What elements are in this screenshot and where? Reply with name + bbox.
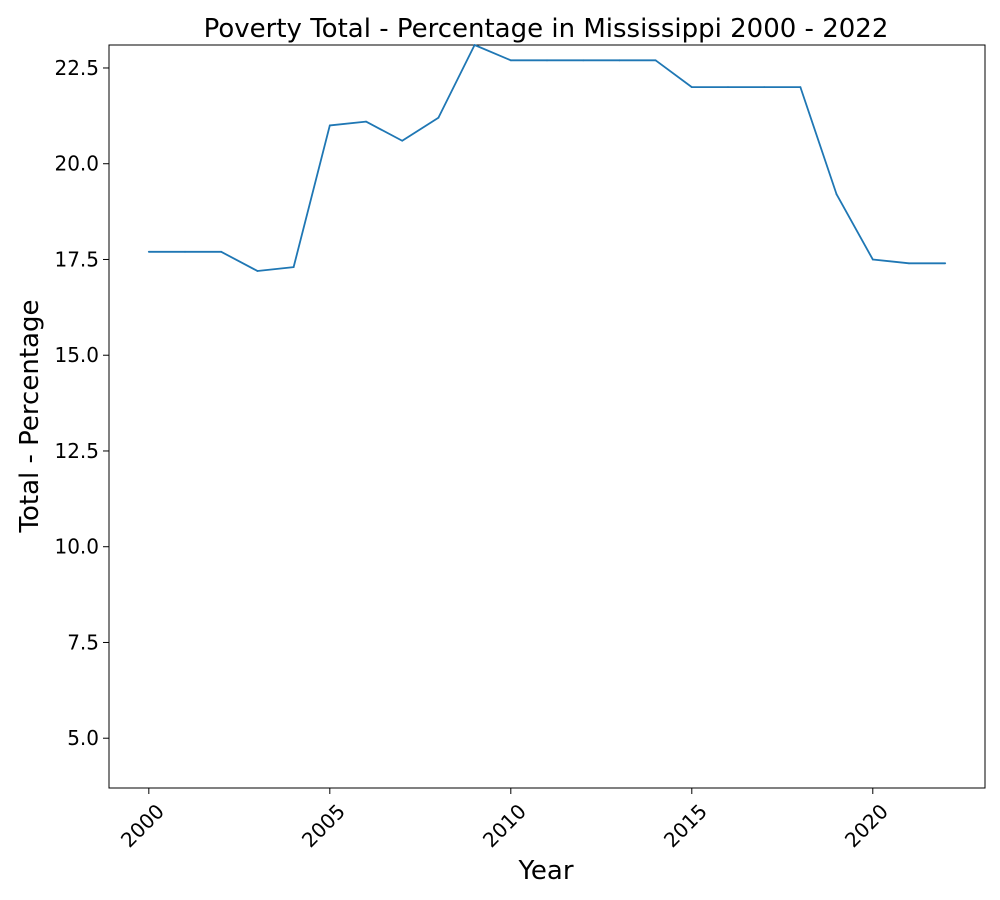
data-point [690,86,693,89]
x-axis: 2000 2005 2010 2015 2020 [116,788,893,852]
x-tick-label: 2005 [297,799,350,852]
data-point [944,262,947,265]
data-point [328,124,331,127]
y-axis-label: Total - Percentage [15,300,45,534]
data-point [184,250,186,253]
data-point [292,266,295,269]
chart-title: Poverty Total - Percentage in Mississipp… [204,14,889,44]
data-point [256,270,259,272]
plot-frame [108,44,986,789]
x-tick-label: 2000 [116,799,169,852]
y-tick-label: 15.0 [54,343,99,367]
data-point [147,250,150,253]
data-point [618,59,621,62]
y-tick-label: 17.5 [54,247,99,271]
data-point [763,86,766,89]
data-point [582,59,585,62]
data-point [908,262,910,265]
x-axis-label: Year [517,856,573,886]
data-point [654,59,657,62]
x-tick-label: 2015 [659,799,712,852]
y-tick-label: 5.0 [67,726,99,750]
data-point [401,139,404,142]
series-line [148,44,946,272]
y-tick-label: 7.5 [67,630,99,654]
data-point [871,258,874,261]
data-point [220,250,223,253]
x-tick-label: 2010 [478,799,531,852]
data-point [437,116,440,119]
data-point [509,59,512,62]
y-tick-label: 20.0 [54,152,99,176]
data-point [546,59,548,62]
y-tick-label: 12.5 [54,439,99,463]
data-point [799,86,802,89]
series-layer [147,44,947,272]
data-point [835,193,838,196]
y-tick-label: 22.5 [54,56,99,80]
x-tick-label: 2020 [840,799,893,852]
data-point [727,86,729,89]
y-axis: 5.0 7.5 10.0 12.5 15.0 17.5 20.0 22.5 [54,56,109,750]
y-tick-label: 10.0 [54,535,99,559]
data-point [365,120,367,123]
data-point [473,44,476,46]
